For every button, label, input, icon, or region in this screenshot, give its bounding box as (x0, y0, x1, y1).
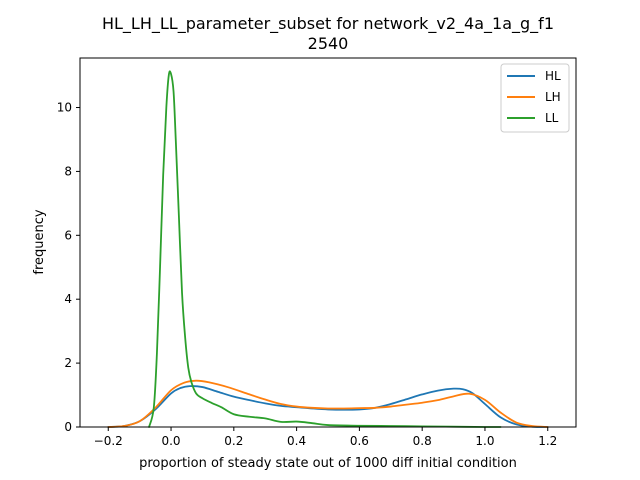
x-tick-label: 0.0 (161, 434, 180, 448)
x-tick-label: 0.8 (413, 434, 432, 448)
chart-title-line2: 2540 (308, 34, 349, 53)
x-tick-label: 0.2 (224, 434, 243, 448)
y-axis-label: frequency (32, 209, 47, 275)
x-tick-label: 1.2 (538, 434, 557, 448)
plot-series (107, 70, 549, 428)
y-tick-label: 2 (64, 356, 72, 370)
legend-label-ll: LL (545, 111, 559, 125)
chart-title-line1: HL_LH_LL_parameter_subset for network_v2… (102, 14, 554, 34)
legend-label-lh: LH (545, 90, 561, 104)
x-tick-label: 1.0 (475, 434, 494, 448)
series-line-ll (148, 70, 502, 428)
plot-frame (79, 57, 577, 428)
y-tick-label: 0 (64, 420, 72, 434)
y-tick-label: 8 (64, 164, 72, 178)
x-axis: −0.2 0.0 0.2 0.4 0.6 0.8 1.0 1.2 (94, 427, 557, 448)
y-tick-label: 10 (57, 101, 72, 115)
series-line-lh (107, 379, 549, 428)
y-tick-label: 4 (64, 292, 72, 306)
y-tick-label: 6 (64, 228, 72, 242)
y-axis: 0 2 4 6 8 10 (57, 101, 80, 434)
series-line-hl (107, 385, 549, 428)
legend-label-hl: HL (545, 69, 561, 83)
x-tick-label: −0.2 (94, 434, 123, 448)
legend: HL LH LL (500, 63, 570, 133)
x-tick-label: 0.4 (287, 434, 306, 448)
x-axis-label: proportion of steady state out of 1000 d… (139, 456, 517, 471)
x-tick-label: 0.6 (350, 434, 369, 448)
